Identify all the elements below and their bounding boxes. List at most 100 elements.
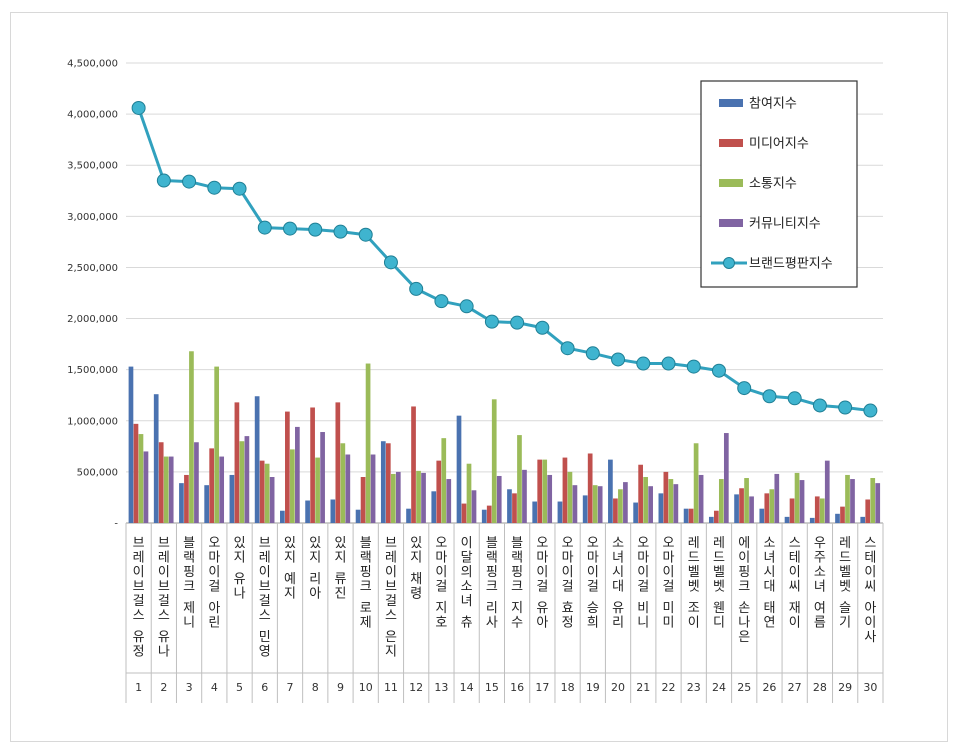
bar-3-6 xyxy=(264,463,270,523)
bar-4-3 xyxy=(194,442,199,523)
bar-4-27 xyxy=(799,480,805,523)
bar-1-25 xyxy=(734,494,739,523)
category-index-label: 12 xyxy=(409,681,423,694)
bar-2-30 xyxy=(865,499,871,523)
bar-2-19 xyxy=(587,453,593,523)
bar-3-1 xyxy=(138,434,144,523)
category-index-label: 8 xyxy=(312,681,319,694)
bar-3-28 xyxy=(819,498,825,523)
bar-2-18 xyxy=(562,457,568,523)
bar-4-18 xyxy=(572,485,578,523)
legend-swatch-1 xyxy=(719,99,743,107)
category-index-label: 14 xyxy=(460,681,474,694)
bar-3-11 xyxy=(390,473,396,523)
bar-3-18 xyxy=(567,471,573,523)
bar-1-28 xyxy=(809,517,815,523)
line-point-4 xyxy=(207,180,222,195)
legend-swatch-2 xyxy=(719,139,743,147)
category-index-label: 9 xyxy=(337,681,344,694)
y-tick-label: 2,000,000 xyxy=(67,314,118,325)
bar-1-18 xyxy=(557,501,563,523)
category-index-label: 25 xyxy=(737,681,751,694)
bar-3-17 xyxy=(542,459,548,523)
bar-3-21 xyxy=(643,477,648,523)
line-point-2 xyxy=(156,173,171,188)
bar-2-13 xyxy=(436,460,442,523)
bar-3-7 xyxy=(290,449,295,523)
bar-1-22 xyxy=(658,493,664,523)
bar-4-4 xyxy=(219,456,225,523)
line-point-19 xyxy=(585,346,600,361)
line-point-28 xyxy=(812,398,827,413)
bar-4-19 xyxy=(597,486,603,523)
bar-4-23 xyxy=(698,474,704,523)
legend-label-3: 소통지수 xyxy=(749,177,797,192)
bar-4-14 xyxy=(471,490,477,523)
y-tick-label: 3,000,000 xyxy=(67,212,118,223)
bar-1-29 xyxy=(835,513,840,523)
bar-2-20 xyxy=(613,498,618,523)
category-index-label: 6 xyxy=(261,681,268,694)
chart-svg: - 500,000 1,000,000 1,500,000 2,000,000 2,500… xyxy=(67,59,884,703)
category-index-label: 3 xyxy=(186,681,193,694)
bar-1-16 xyxy=(507,489,512,523)
y-tick-label: 500,000 xyxy=(77,467,118,478)
bar-2-8 xyxy=(310,407,315,523)
line-point-7 xyxy=(283,221,298,236)
category-index-label: 21 xyxy=(636,681,650,694)
bar-1-9 xyxy=(330,499,336,523)
bar-3-25 xyxy=(744,478,749,523)
line-point-1 xyxy=(131,100,146,115)
bar-1-27 xyxy=(784,516,790,523)
bar-4-5 xyxy=(244,436,250,523)
bar-2-16 xyxy=(512,493,517,523)
y-tick-label: 4,500,000 xyxy=(67,59,118,70)
legend-label-5: 브랜드평판지수 xyxy=(749,257,833,272)
bar-2-29 xyxy=(840,506,845,523)
bar-2-4 xyxy=(209,448,215,523)
line-point-10 xyxy=(358,227,373,242)
y-tick-label: 3,500,000 xyxy=(67,161,118,172)
bar-3-14 xyxy=(466,463,472,523)
legend-swatch-3 xyxy=(719,179,743,187)
bar-1-17 xyxy=(532,501,538,523)
bar-4-2 xyxy=(168,456,174,523)
bar-2-27 xyxy=(789,498,795,523)
bar-3-26 xyxy=(769,489,775,523)
bar-3-10 xyxy=(365,363,371,523)
bar-2-6 xyxy=(259,460,265,523)
bar-4-1 xyxy=(143,451,149,523)
bar-1-10 xyxy=(355,509,361,523)
line-point-24 xyxy=(711,363,726,378)
bar-3-22 xyxy=(668,479,674,523)
y-tick-label: 4,000,000 xyxy=(67,110,118,121)
bar-2-9 xyxy=(335,402,341,523)
category-index-label: 29 xyxy=(838,681,852,694)
line-point-12 xyxy=(409,281,424,296)
category-index-label: 11 xyxy=(384,681,398,694)
category-index-label: 4 xyxy=(211,681,218,694)
bar-4-10 xyxy=(370,454,376,523)
bar-1-23 xyxy=(683,508,689,523)
bar-1-14 xyxy=(456,415,462,523)
bar-1-19 xyxy=(582,495,588,523)
bar-3-16 xyxy=(517,435,522,523)
line-point-6 xyxy=(257,220,272,235)
bar-1-21 xyxy=(633,502,638,523)
bar-3-19 xyxy=(592,485,598,523)
category-index-label: 23 xyxy=(687,681,701,694)
line-point-14 xyxy=(459,299,474,314)
bar-3-2 xyxy=(163,456,169,523)
bar-4-8 xyxy=(320,432,325,523)
